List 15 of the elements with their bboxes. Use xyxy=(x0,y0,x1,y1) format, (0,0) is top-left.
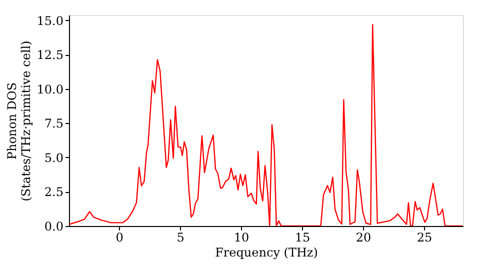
y-tick-label: 2.5 xyxy=(44,185,64,200)
y-axis-title: Phonon DOS (States/THz·primitive cell) xyxy=(4,40,33,202)
x-tick-label: 25 xyxy=(416,230,432,244)
x-tick-label: 10 xyxy=(234,230,250,244)
y-tick-label: 7.5 xyxy=(44,116,64,131)
x-tick-label: 0 xyxy=(116,230,124,244)
y-tick-label: 0.0 xyxy=(44,220,64,234)
x-tick-label: 15 xyxy=(294,230,310,244)
x-tick-label: 5 xyxy=(176,230,184,244)
y-tick-label: 15.0 xyxy=(36,14,64,28)
x-tick-label: 20 xyxy=(356,230,372,244)
y-tick-label: 10.0 xyxy=(36,82,64,96)
y-tick-label: 12.5 xyxy=(36,48,64,62)
y-tick-label: 5.0 xyxy=(44,150,64,165)
x-axis-title: Frequency (THz) xyxy=(215,246,318,260)
